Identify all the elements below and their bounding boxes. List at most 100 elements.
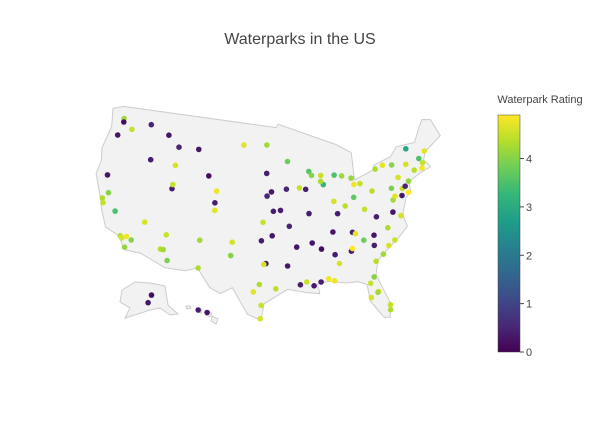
waterpark-marker <box>405 178 412 184</box>
waterpark-marker <box>166 132 172 138</box>
waterpark-marker <box>160 246 166 253</box>
waterpark-marker <box>196 146 202 153</box>
waterpark-marker <box>112 208 118 214</box>
waterpark-marker <box>392 237 398 243</box>
waterpark-marker <box>100 199 106 206</box>
waterpark-marker <box>273 286 279 292</box>
waterpark-marker <box>386 242 392 249</box>
waterpark-marker <box>104 172 111 178</box>
waterpark-marker <box>284 158 291 165</box>
waterpark-marker <box>385 224 391 231</box>
waterpark-marker <box>372 166 378 172</box>
waterpark-marker <box>387 301 394 308</box>
waterpark-marker <box>147 156 154 163</box>
waterpark-marker <box>227 252 234 259</box>
waterpark-marker <box>129 126 135 133</box>
waterpark-marker <box>368 294 375 301</box>
waterpark-marker <box>332 251 338 258</box>
waterpark-marker <box>269 233 276 239</box>
colorbar-tick-label: 3 <box>526 202 532 214</box>
waterpark-marker <box>303 279 310 285</box>
waterpark-marker <box>119 235 125 241</box>
waterpark-marker <box>296 185 303 191</box>
waterpark-marker <box>318 279 324 285</box>
waterpark-marker <box>373 214 380 220</box>
waterpark-marker <box>297 282 304 288</box>
waterpark-marker <box>170 181 176 188</box>
waterpark-marker <box>369 188 375 194</box>
waterpark-marker <box>302 186 309 193</box>
waterpark-marker <box>308 172 315 179</box>
waterpark-marker <box>398 212 404 219</box>
waterpark-marker <box>229 239 235 245</box>
waterpark-marker <box>387 306 394 313</box>
waterpark-marker <box>361 237 367 243</box>
waterpark-marker <box>284 263 291 269</box>
waterpark-marker <box>283 186 290 192</box>
waterpark-marker <box>317 172 324 179</box>
colorbar-tick-label: 4 <box>526 154 532 166</box>
colorbar-tick-label: 2 <box>526 250 532 262</box>
waterpark-marker <box>204 309 210 316</box>
chart-title: Waterparks in the US <box>224 31 375 48</box>
waterpark-marker <box>257 315 264 322</box>
waterpark-marker <box>318 246 325 252</box>
colorbar-title: Waterpark Rating <box>497 94 582 106</box>
waterpark-marker <box>419 165 425 171</box>
waterpark-marker <box>195 307 201 313</box>
map-land <box>95 105 441 325</box>
waterpark-marker <box>206 173 212 179</box>
waterpark-marker <box>311 283 317 289</box>
waterpark-marker <box>99 195 106 201</box>
waterpark-marker <box>331 198 337 205</box>
waterpark-marker <box>361 206 368 213</box>
waterpark-marker <box>258 302 264 309</box>
waterpark-marker <box>105 189 112 196</box>
waterpark-marker <box>141 219 148 225</box>
alaska-outline <box>119 281 180 319</box>
colorbar <box>497 114 521 353</box>
waterpark-marker <box>213 188 220 194</box>
waterpark-marker <box>350 194 357 201</box>
waterpark-marker <box>379 162 386 168</box>
waterpark-marker <box>416 155 422 162</box>
waterpark-marker <box>317 178 324 185</box>
waterpark-marker <box>264 142 270 148</box>
colorbar-tick-label: 0 <box>526 347 532 359</box>
waterpark-marker <box>395 174 401 181</box>
waterpark-marker <box>163 232 170 238</box>
waterpark-marker <box>306 210 312 217</box>
waterpark-marker <box>148 121 155 128</box>
waterpark-marker <box>392 193 398 199</box>
waterpark-marker <box>405 189 412 196</box>
waterpark-marker <box>121 244 128 250</box>
waterpark-marker <box>330 229 336 235</box>
waterpark-marker <box>256 281 263 288</box>
waterpark-marker <box>421 148 428 154</box>
waterpark-marker <box>250 289 257 295</box>
waterpark-marker <box>349 245 356 252</box>
waterpark-marker <box>352 230 359 237</box>
waterpark-marker <box>399 192 405 199</box>
waterpark-marker <box>261 261 267 268</box>
waterpark-marker <box>258 238 265 244</box>
waterpark-marker <box>371 242 378 249</box>
waterpark-marker <box>388 185 395 192</box>
waterpark-marker <box>336 260 343 267</box>
waterpark-marker <box>121 119 127 125</box>
waterpark-marker <box>375 289 381 296</box>
waterpark-marker <box>176 144 182 150</box>
hawaii-outline <box>185 305 219 325</box>
waterpark-marker <box>309 240 316 246</box>
waterpark-marker <box>367 280 374 287</box>
waterpark-marker <box>351 181 357 188</box>
waterpark-marker <box>371 274 378 280</box>
waterpark-marker <box>331 172 337 178</box>
waterpark-marker <box>145 299 151 306</box>
waterpark-marker <box>212 207 218 214</box>
waterpark-marker <box>277 207 284 214</box>
waterpark-marker <box>373 258 379 265</box>
waterpark-marker <box>293 244 300 250</box>
waterpark-marker <box>388 162 395 168</box>
waterpark-marker <box>419 160 426 166</box>
